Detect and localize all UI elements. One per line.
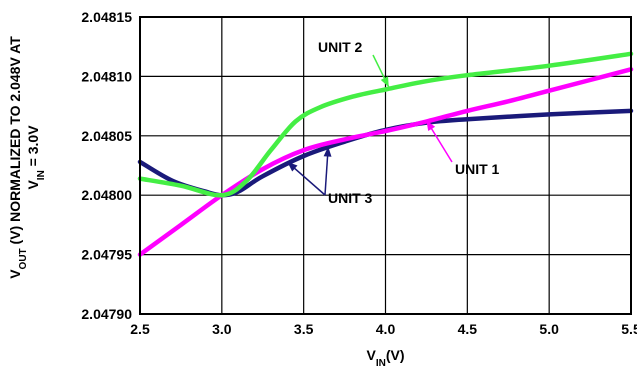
series-lines xyxy=(137,51,634,257)
x-tick-label: 4.0 xyxy=(376,321,396,337)
y-tick-label: 2.04805 xyxy=(81,128,132,144)
y-tick-label: 2.04800 xyxy=(81,187,132,203)
unit-1-leader-arrowhead xyxy=(426,120,436,131)
unit-2-leader-arrowhead xyxy=(380,76,389,88)
y-tick-label: 2.04790 xyxy=(81,306,132,322)
annotation-unit-1: UNIT 1 xyxy=(455,161,500,177)
y-tick-label: 2.04810 xyxy=(81,68,132,84)
x-tick-label: 2.5 xyxy=(130,321,150,337)
x-tick-label: 3.5 xyxy=(294,321,314,337)
grid-lines xyxy=(140,17,631,314)
annotation-unit-3: UNIT 3 xyxy=(328,190,373,206)
series-line-unit-2 xyxy=(137,51,634,198)
x-axis-label: VIN(V) xyxy=(366,347,404,369)
y-tick-label: 2.04815 xyxy=(81,9,132,25)
plot-frame xyxy=(139,16,632,315)
tick-labels: 2.5 3.0 3.5 4.0 4.5 5.0 5.5 2.04790 2.04795 2.048… xyxy=(81,9,637,337)
y-axis-label: VOUT (V) NORMALIZED TO 2.048V AT VIN = 3.… xyxy=(7,36,47,279)
annotation-unit-2: UNIT 2 xyxy=(318,39,363,55)
x-tick-label: 5.5 xyxy=(621,321,637,337)
unit-3-leader-arrowhead xyxy=(287,161,298,172)
x-tick-label: 5.0 xyxy=(539,321,559,337)
annotation-labels: UNIT 2 UNIT 1 UNIT 3 xyxy=(318,39,500,206)
x-tick-label: 3.0 xyxy=(212,321,232,337)
unit-3-leader-2-arrowhead xyxy=(323,146,332,157)
x-tick-label: 4.5 xyxy=(458,321,478,337)
annotation-leaders xyxy=(286,54,453,196)
y-tick-label: 2.04795 xyxy=(81,247,132,263)
